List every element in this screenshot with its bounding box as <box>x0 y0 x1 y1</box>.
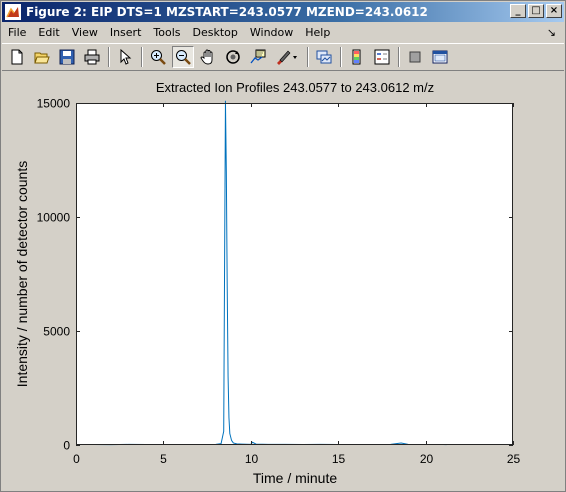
dock-arrow-icon[interactable]: ↘ <box>546 26 556 39</box>
matlab-figure-icon <box>5 4 21 20</box>
menu-bar: File Edit View Insert Tools Desktop Wind… <box>2 23 564 42</box>
maximize-button[interactable]: □ <box>528 4 544 18</box>
toolbar-separator <box>141 47 143 67</box>
data-cursor-icon[interactable] <box>247 46 269 68</box>
plot-title: Extracted Ion Profiles 243.0577 to 243.0… <box>155 80 435 95</box>
toolbar-separator <box>340 47 342 67</box>
title-bar[interactable]: Figure 2: EIP DTS=1 MZSTART=243.0577 MZE… <box>2 2 564 22</box>
axes-frame <box>76 103 513 445</box>
menu-window[interactable]: Window <box>249 26 294 39</box>
new-figure-icon[interactable] <box>6 46 28 68</box>
edit-plot-icon[interactable] <box>114 46 136 68</box>
x-tick-label: 15 <box>332 452 346 466</box>
menu-help[interactable]: Help <box>305 26 331 39</box>
y-tick-label: 0 <box>63 439 70 453</box>
zoom-in-icon[interactable] <box>147 46 169 68</box>
close-button[interactable]: × <box>546 4 562 18</box>
toolbar-separator <box>307 47 309 67</box>
menu-insert[interactable]: Insert <box>109 26 142 39</box>
window-title: Figure 2: EIP DTS=1 MZSTART=243.0577 MZE… <box>26 5 428 19</box>
print-icon[interactable] <box>81 46 103 68</box>
rotate-3d-icon[interactable] <box>222 46 244 68</box>
menu-view[interactable]: View <box>71 26 98 39</box>
y-tick-label: 10000 <box>37 211 71 225</box>
figure-canvas[interactable]: Extracted Ion Profiles 243.0577 to 243.0… <box>2 72 564 491</box>
y-axis-label: Intensity / number of detector counts <box>14 160 30 388</box>
plot-svg: 0 5 10 15 20 25 0 5000 10000 15000 <box>37 97 521 467</box>
colorbar-icon[interactable] <box>346 46 368 68</box>
menu-tools[interactable]: Tools <box>153 26 181 39</box>
axes[interactable] <box>76 103 513 445</box>
toolbar-separator <box>398 47 400 67</box>
x-tick-label: 5 <box>160 452 167 466</box>
open-file-icon[interactable] <box>31 46 53 68</box>
minimize-button[interactable]: _ <box>510 4 526 18</box>
y-tick-label: 5000 <box>43 325 70 339</box>
x-axis-label: Time / minute <box>252 470 338 486</box>
toolbar-separator <box>108 47 110 67</box>
x-tick-label: 25 <box>507 452 521 466</box>
legend-icon[interactable] <box>371 46 393 68</box>
series-line-0 <box>75 100 447 446</box>
brush-icon[interactable] <box>272 46 302 68</box>
zoom-out-icon[interactable] <box>172 46 194 68</box>
menu-desktop[interactable]: Desktop <box>192 26 238 39</box>
pan-icon[interactable] <box>197 46 219 68</box>
show-plot-tools-icon[interactable] <box>429 46 451 68</box>
save-icon[interactable] <box>56 46 78 68</box>
x-tick-label: 0 <box>73 452 80 466</box>
menu-file[interactable]: File <box>8 26 27 39</box>
hide-plot-tools-icon[interactable] <box>404 46 426 68</box>
y-tick-label: 15000 <box>37 97 71 111</box>
x-tick-label: 20 <box>420 452 434 466</box>
figure-toolbar <box>2 43 564 71</box>
x-tick-label: 10 <box>245 452 259 466</box>
menu-edit[interactable]: Edit <box>38 26 60 39</box>
link-plot-icon[interactable] <box>313 46 335 68</box>
